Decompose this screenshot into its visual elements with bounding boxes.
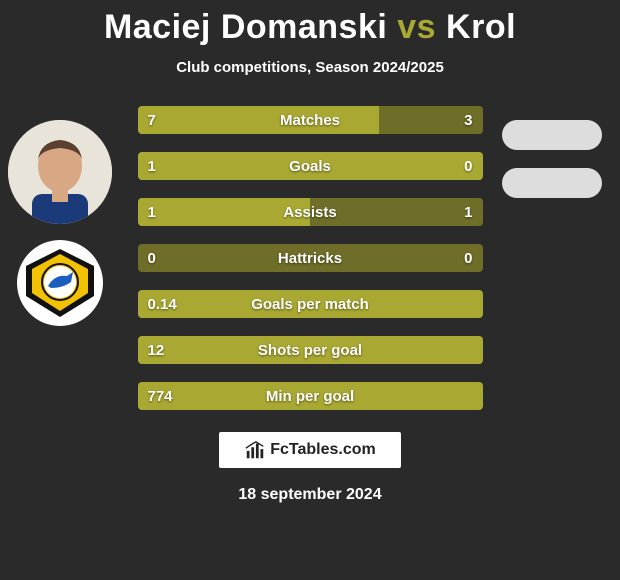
stat-value-left: 12	[148, 336, 165, 364]
stat-label: Hattricks	[138, 244, 483, 272]
stat-row: Goals1 0	[138, 152, 483, 180]
chart-icon	[244, 439, 266, 461]
stat-value-right: 0	[464, 244, 472, 272]
opponent-pill	[502, 120, 602, 150]
stat-row: Min per goal774	[138, 382, 483, 410]
stat-value-left: 7	[148, 106, 156, 134]
stat-label: Shots per goal	[138, 336, 483, 364]
stat-value-right: 1	[464, 198, 472, 226]
stat-value-left: 0	[148, 244, 156, 272]
brand-badge: FcTables.com	[219, 432, 401, 468]
title-vs: vs	[387, 8, 446, 46]
stat-row: Shots per goal12	[138, 336, 483, 364]
right-avatars	[502, 120, 602, 198]
stat-label: Min per goal	[138, 382, 483, 410]
stat-row: Goals per match0.14	[138, 290, 483, 318]
stat-value-left: 1	[148, 198, 156, 226]
stat-label: Matches	[138, 106, 483, 134]
comparison-title: Maciej Domanski vs Krol	[104, 8, 516, 47]
stat-value-left: 1	[148, 152, 156, 180]
infographic-content: Maciej Domanski vs Krol Club competition…	[0, 0, 620, 580]
stat-row: Hattricks0 0	[138, 244, 483, 272]
footer-date: 18 september 2024	[238, 486, 381, 504]
opponent-pill	[502, 168, 602, 198]
club-badge-svg	[23, 246, 97, 320]
subtitle: Club competitions, Season 2024/2025	[176, 59, 444, 76]
player-avatar-svg	[8, 120, 112, 224]
stat-label: Goals	[138, 152, 483, 180]
left-avatars	[8, 120, 112, 326]
stat-value-right: 0	[464, 152, 472, 180]
stat-row: Matches7 3	[138, 106, 483, 134]
title-player-right: Krol	[446, 8, 516, 46]
stat-label: Assists	[138, 198, 483, 226]
club-badge	[17, 240, 103, 326]
brand-text: FcTables.com	[270, 441, 376, 459]
title-player-left: Maciej Domanski	[104, 8, 387, 46]
stat-label: Goals per match	[138, 290, 483, 318]
player-avatar	[8, 120, 112, 224]
stat-value-right: 3	[464, 106, 472, 134]
stat-row: Assists1 1	[138, 198, 483, 226]
stat-value-left: 0.14	[148, 290, 177, 318]
stat-value-left: 774	[148, 382, 173, 410]
